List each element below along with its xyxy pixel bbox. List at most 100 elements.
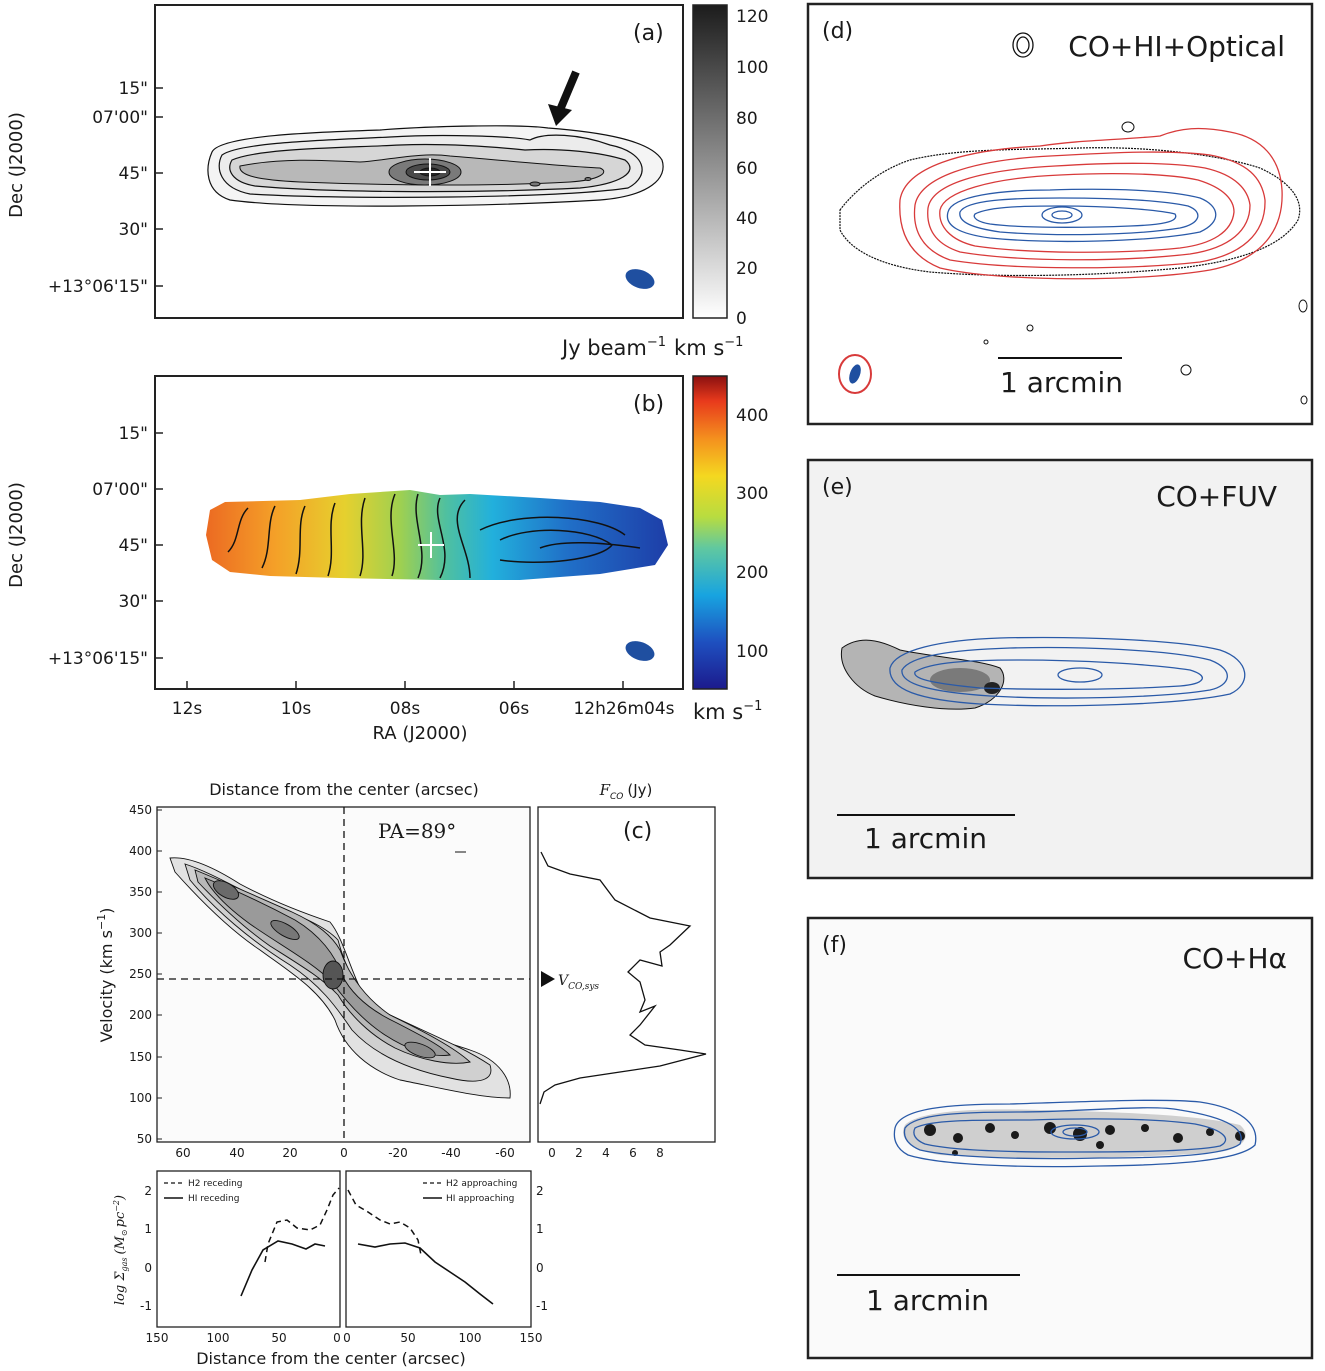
profile-right-legend: H2 approaching HI approaching	[423, 1179, 517, 1204]
profile-left-h2-line	[264, 1187, 340, 1263]
profile-right-xtick-1: 0	[343, 1331, 351, 1345]
profile-left-hi-line	[240, 1240, 326, 1297]
panel-c-vsys-label: VCO,sys	[558, 973, 599, 992]
panel-c-ytick-5: 250	[129, 967, 152, 981]
panel-c-pv-emission	[169, 857, 511, 1099]
panel-c-pa-label: PA=89°	[378, 819, 456, 843]
panel-profiles: H2 receding HI receding H2 approaching H…	[112, 1170, 548, 1368]
panel-a-cbtick-4: 60	[736, 159, 758, 179]
panel-b-x-axis	[186, 681, 624, 689]
panel-b-isovelocity-contours	[227, 493, 641, 579]
panel-a-ytick-1: 15"	[119, 79, 148, 99]
profile-xlabel: Distance from the center (arcsec)	[196, 1349, 466, 1368]
panel-b-tag: (b)	[633, 392, 664, 417]
panel-a-cbtick-2: 100	[736, 58, 768, 78]
panel-b-xtick-5: 12h26m04s	[573, 699, 674, 719]
panel-d-noise-blobs	[983, 121, 1308, 405]
panel-b-velocity-field	[206, 490, 668, 580]
panel-b-colorbar-unit: km s−1	[693, 699, 762, 724]
panel-b-xtick-3: 08s	[390, 699, 421, 719]
panel-b-colorbar	[692, 375, 728, 690]
profile-left-ytick-1: 2	[144, 1184, 152, 1198]
panel-d-title: CO+HI+Optical	[1068, 30, 1285, 63]
panel-c-xtick-7: -60	[495, 1146, 515, 1160]
panel-c-ytick-4: 300	[129, 926, 152, 940]
panel-a-arrow	[548, 70, 580, 126]
panel-f-scale-label: 1 arcmin	[866, 1284, 989, 1317]
profile-right-xtick-4: 150	[520, 1331, 543, 1345]
panel-d-co-contours	[946, 188, 1217, 243]
panel-b-xlabel: RA (J2000)	[373, 723, 468, 744]
svg-text:H2 approaching: H2 approaching	[446, 1179, 517, 1189]
panel-c-fluxtick-1: 0	[548, 1146, 556, 1160]
panel-e: (e) CO+FUV 1 arcmin	[806, 458, 1314, 880]
panel-f-co-contours	[893, 1099, 1257, 1168]
panel-c-ytick-3: 350	[129, 885, 152, 899]
panel-c-ytick-2: 400	[129, 844, 152, 858]
profile-left-xtick-2: 100	[207, 1331, 230, 1345]
panel-c-top-title: Distance from the center (arcsec)	[209, 780, 479, 799]
panel-b-cbtick-2: 300	[736, 484, 768, 504]
profile-left-xtick-1: 150	[146, 1331, 169, 1345]
panel-c-y-axis	[157, 809, 162, 1140]
panel-c-ytick-1: 450	[129, 803, 152, 817]
panel-b-xtick-4: 06s	[499, 699, 530, 719]
profile-right-ytick-4: -1	[536, 1299, 548, 1313]
panel-c-ytick-9: 50	[137, 1132, 152, 1146]
panel-b-ylabel: Dec (J2000)	[6, 482, 27, 588]
panel-c-xtick-5: -20	[388, 1146, 408, 1160]
profile-left-ytick-3: 0	[144, 1261, 152, 1275]
panel-f-title: CO+Hα	[1182, 942, 1287, 975]
panel-b-ytick-3: 45"	[119, 536, 148, 556]
panel-a-ylabel: Dec (J2000)	[6, 112, 27, 218]
profile-left-ytick-4: -1	[140, 1299, 152, 1313]
profile-right-ytick-3: 0	[536, 1261, 544, 1275]
panel-b-xtick-2: 10s	[281, 699, 312, 719]
panel-d-optical-contour	[839, 147, 1301, 277]
profile-left-ytick-2: 1	[144, 1222, 152, 1236]
panel-c-fluxtick-2: 2	[575, 1146, 583, 1160]
panel-b-cbtick-1: 400	[736, 406, 768, 426]
profile-right-frame	[345, 1170, 532, 1328]
panel-c-fluxtick-4: 6	[629, 1146, 637, 1160]
panel-b-ytick-5: +13°06'15"	[48, 649, 148, 669]
panel-d-beam	[849, 364, 861, 384]
panel-d-hi-contours	[899, 127, 1283, 280]
panel-c-flux-title: FCO (Jy)	[599, 781, 653, 802]
panel-c-ytick-7: 150	[129, 1050, 152, 1064]
profile-left-frame	[156, 1170, 341, 1328]
panel-a-y-axis	[155, 87, 163, 287]
profile-left-xtick-3: 50	[271, 1331, 286, 1345]
panel-a-cbtick-6: 20	[736, 259, 758, 279]
profile-left-legend: H2 receding HI receding	[164, 1179, 243, 1204]
panel-c-fluxtick-5: 8	[656, 1146, 664, 1160]
svg-text:HI receding: HI receding	[188, 1194, 239, 1204]
profile-right-h2-line	[347, 1189, 422, 1256]
panel-d-legend-ring-icon	[1012, 32, 1034, 58]
panel-b-ytick-4: 30"	[119, 592, 148, 612]
panel-a-colorbar-unit: Jy beam−1 km s−1	[560, 335, 743, 360]
profile-right-ytick-1: 2	[536, 1184, 544, 1198]
panel-a-ytick-5: +13°06'15"	[48, 277, 148, 297]
panel-e-tag: (e)	[822, 475, 853, 500]
panel-a-beam	[625, 269, 655, 289]
svg-text:HI approaching: HI approaching	[446, 1194, 514, 1204]
panel-c: Distance from the center (arcsec) PA=89°…	[95, 780, 716, 1160]
panel-b: (b) 15" 07'00" 45" 30" +13°06'15" Dec (J…	[6, 375, 768, 744]
profile-right-xtick-3: 100	[459, 1331, 482, 1345]
panel-c-tag: (c)	[623, 819, 652, 844]
panel-b-cbtick-4: 100	[736, 642, 768, 662]
panel-c-xtick-4: 0	[340, 1146, 348, 1160]
panel-c-spectrum-frame	[537, 806, 716, 1143]
panel-b-cbtick-3: 200	[736, 563, 768, 583]
panel-e-fuv-emission	[840, 639, 1005, 710]
panel-c-xtick-6: -40	[441, 1146, 461, 1160]
panel-c-ytick-6: 200	[129, 1008, 152, 1022]
panel-c-spectrum-line	[539, 851, 707, 1105]
panel-a-cbtick-3: 80	[736, 109, 758, 129]
profile-left-xtick-4: 0	[333, 1331, 341, 1345]
panel-a-ytick-4: 30"	[119, 220, 148, 240]
panel-b-y-axis	[155, 432, 163, 659]
panel-b-xtick-1: 12s	[172, 699, 203, 719]
